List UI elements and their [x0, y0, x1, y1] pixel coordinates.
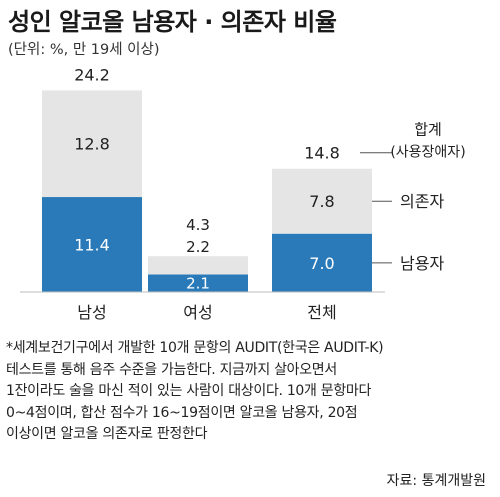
footnote: *세계보건기구에서 개발한 10개 문항의 AUDIT(한국은 AUDIT-K)… — [6, 340, 384, 442]
value-label-dependence-2: 7.8 — [309, 192, 334, 211]
bar-dependence-1 — [148, 256, 248, 275]
value-label-total-2: 14.8 — [304, 144, 340, 163]
value-label-abuse-1: 2.1 — [186, 275, 210, 293]
legend-total-sub: (사용장애자) — [390, 145, 465, 161]
legend-abuse: 남용자 — [400, 254, 444, 273]
stacked-bar-chart: 11.4 12.8 24.2 남성 2.1 2.2 4.3 여성 7.0 7.8 14.8 전체 합계… — [20, 65, 466, 322]
chart-title: 성인 알코올 남용자 · 의존자 비율 — [8, 8, 337, 36]
bar-dependence-2 — [272, 168, 372, 234]
category-label-2: 전체 — [307, 303, 336, 322]
bar-abuse-0 — [42, 197, 142, 292]
bar-dependence-0 — [42, 90, 142, 198]
unit-note: (단위: %, 만 19세 이상) — [8, 42, 160, 58]
legend-total: 합계 — [414, 121, 442, 139]
value-label-abuse-2: 7.0 — [309, 254, 334, 273]
category-label-1: 여성 — [183, 303, 212, 322]
legend-dependence: 의존자 — [400, 192, 444, 211]
category-label-0: 남성 — [77, 303, 106, 322]
bar-abuse-2 — [272, 233, 372, 292]
value-label-abuse-0: 11.4 — [74, 236, 110, 255]
value-label-dependence-0: 12.8 — [74, 135, 110, 154]
source: 자료: 통계개발원 — [386, 473, 486, 489]
value-label-total-1: 4.3 — [186, 216, 210, 234]
value-label-total-0: 24.2 — [74, 65, 110, 84]
value-label-dependence-1: 2.2 — [186, 238, 210, 256]
bar-abuse-1 — [148, 274, 248, 292]
